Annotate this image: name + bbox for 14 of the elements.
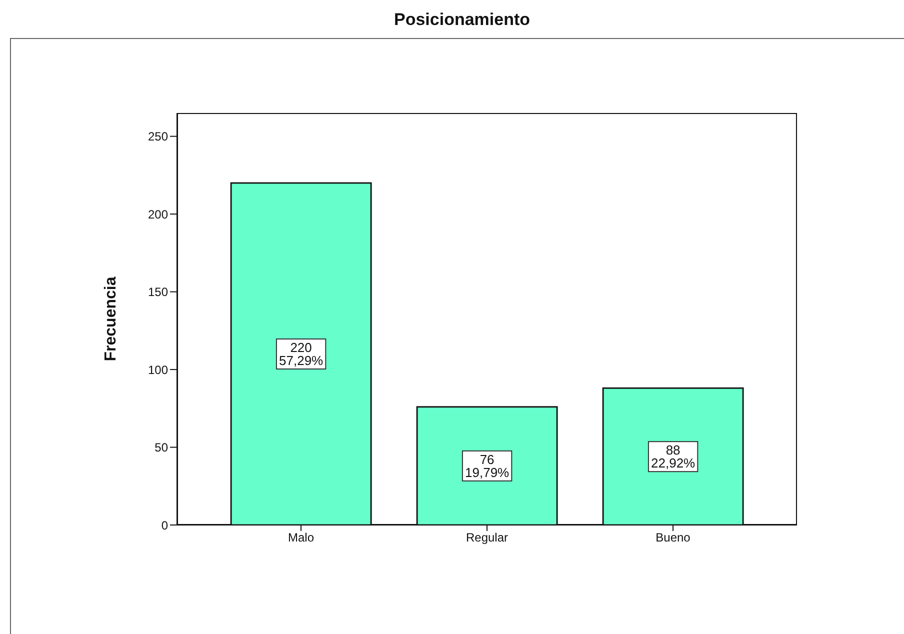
y-tick-label: 0 <box>161 518 168 532</box>
chart-title: Posicionamiento <box>392 10 532 30</box>
x-tick-label: Regular <box>466 530 508 545</box>
data-label: 220 57,29% <box>279 340 324 368</box>
y-tick-label: 100 <box>148 362 168 377</box>
y-tick-label: 200 <box>148 207 168 222</box>
y-tick-label: 50 <box>154 440 168 455</box>
x-tick-label: Malo <box>288 530 314 545</box>
y-tick-label: 150 <box>148 285 168 300</box>
data-label: 76 19,79% <box>465 452 510 480</box>
y-axis-title: Frecuencia <box>102 276 120 362</box>
y-tick-label: 250 <box>148 130 168 144</box>
data-label: 88 22,92% <box>651 442 696 471</box>
x-tick-label: Bueno <box>656 530 691 545</box>
